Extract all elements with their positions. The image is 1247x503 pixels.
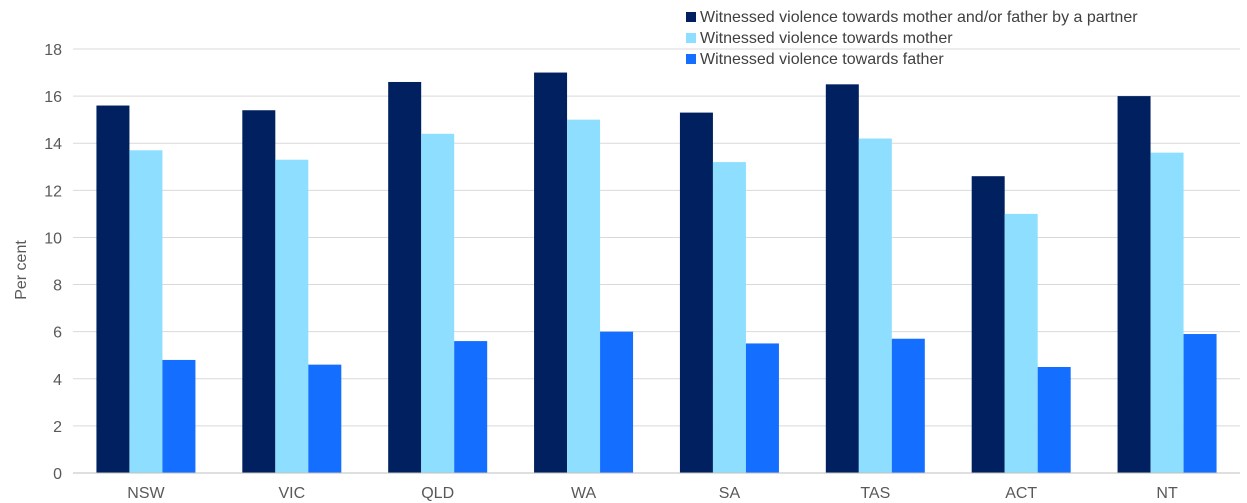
x-tick-label: WA xyxy=(571,485,597,502)
bar-tas-series-3 xyxy=(891,338,925,473)
legend-label: Witnessed violence towards mother and/or… xyxy=(700,9,1138,26)
y-tick-label: 18 xyxy=(44,42,62,59)
x-tick-label: NT xyxy=(1156,485,1178,502)
legend: Witnessed violence towards mother and/or… xyxy=(686,9,1138,68)
bar-qld-series-3 xyxy=(454,341,488,473)
x-tick-label: VIC xyxy=(278,485,305,502)
bar-act-series-2 xyxy=(1004,213,1038,473)
legend-label: Witnessed violence towards father xyxy=(700,51,944,68)
y-tick-label: 4 xyxy=(53,372,62,389)
bar-sa-series-2 xyxy=(712,162,746,474)
bar-sa-series-3 xyxy=(745,343,779,473)
bar-tas-series-1 xyxy=(825,84,859,473)
y-axis-title: Per cent xyxy=(13,240,30,300)
legend-swatch xyxy=(686,54,696,64)
bar-vic-series-3 xyxy=(308,364,342,473)
bar-sa-series-1 xyxy=(679,112,713,473)
y-tick-label: 0 xyxy=(53,466,62,483)
legend-label: Witnessed violence towards mother xyxy=(700,30,953,47)
bar-act-series-3 xyxy=(1037,367,1071,473)
y-tick-label: 14 xyxy=(44,136,62,153)
bar-wa-series-2 xyxy=(567,119,601,474)
bar-act-series-1 xyxy=(971,176,1005,473)
bar-wa-series-1 xyxy=(534,72,568,474)
bar-wa-series-3 xyxy=(600,331,634,473)
bar-vic-series-2 xyxy=(275,159,309,473)
x-axis-ticks: NSW VIC QLD WA SA TAS ACT NT xyxy=(127,485,1178,502)
bar-nt-series-3 xyxy=(1183,334,1217,473)
bar-nsw-series-1 xyxy=(96,105,130,474)
bar-vic-series-1 xyxy=(242,110,276,473)
bar-qld-series-1 xyxy=(388,81,422,473)
x-tick-label: NSW xyxy=(127,485,165,502)
y-tick-label: 6 xyxy=(53,325,62,342)
bar-nt-series-2 xyxy=(1150,152,1184,473)
y-tick-label: 12 xyxy=(44,183,62,200)
y-tick-label: 8 xyxy=(53,278,62,295)
bars xyxy=(96,72,1217,474)
bar-tas-series-2 xyxy=(858,138,892,473)
y-axis-ticks: 0 2 4 6 8 10 12 14 16 18 xyxy=(44,42,62,483)
y-tick-label: 10 xyxy=(44,230,62,247)
x-tick-label: TAS xyxy=(860,485,890,502)
y-tick-label: 2 xyxy=(53,419,62,436)
legend-swatch xyxy=(686,12,696,22)
bar-qld-series-2 xyxy=(421,133,455,474)
x-tick-label: QLD xyxy=(421,485,454,502)
x-tick-label: SA xyxy=(719,485,741,502)
y-tick-label: 16 xyxy=(44,89,62,106)
bar-nt-series-1 xyxy=(1117,96,1151,473)
bar-nsw-series-3 xyxy=(162,359,196,473)
bar-nsw-series-2 xyxy=(129,150,163,474)
x-tick-label: ACT xyxy=(1005,485,1037,502)
legend-swatch xyxy=(686,33,696,43)
